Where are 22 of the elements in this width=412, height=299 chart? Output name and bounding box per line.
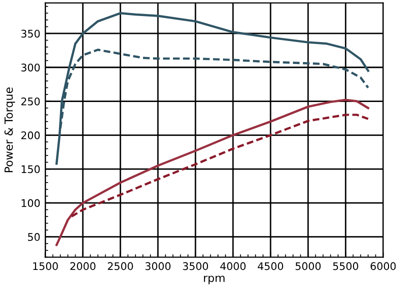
y-tick-label: 300 (21, 64, 40, 72)
x-tick-label: 1500 (33, 262, 58, 270)
x-tick-label: 5000 (296, 262, 321, 270)
x-axis-title: rpm (204, 276, 225, 284)
line-series (55, 98, 370, 246)
line-series (70, 114, 370, 218)
x-tick-label: 4000 (220, 262, 246, 270)
x-tick-label: 2000 (70, 262, 96, 270)
x-tick-label: 6000 (370, 262, 396, 270)
y-tick-label: 350 (21, 30, 40, 38)
y-tick-label: 50 (28, 233, 40, 241)
y-tick-label: 100 (22, 199, 40, 208)
x-tick-label: 4500 (258, 262, 284, 270)
y-tick-label: 200 (21, 131, 40, 140)
y-tick-label: 250 (21, 97, 40, 106)
x-tick-label: 3000 (145, 262, 170, 270)
x-tick-label: 5500 (333, 262, 358, 270)
y-tick-label: 150 (22, 165, 40, 174)
line-series (55, 12, 370, 165)
y-axis-title: Power & Torque (4, 88, 16, 172)
x-tick-label: 3500 (183, 262, 208, 270)
x-tick-label: 2500 (108, 262, 133, 270)
